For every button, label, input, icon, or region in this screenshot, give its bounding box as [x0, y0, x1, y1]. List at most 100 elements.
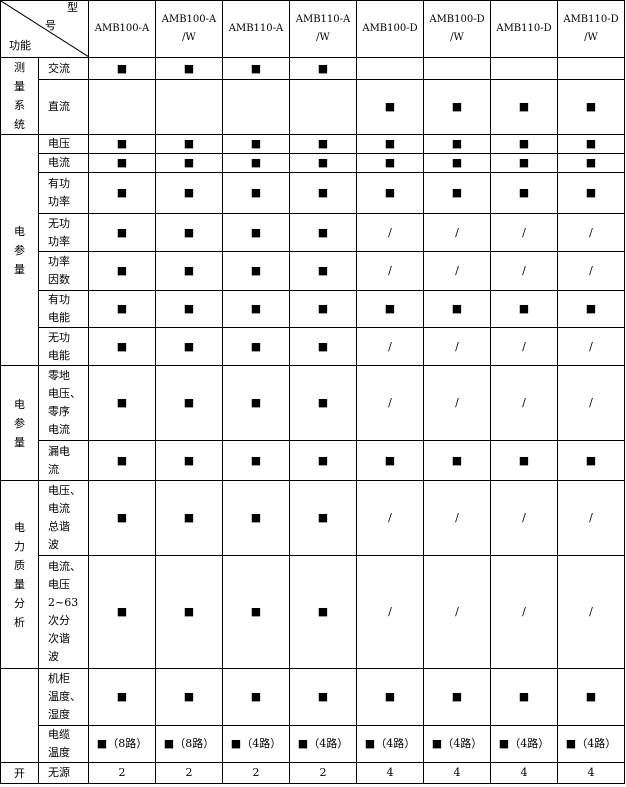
cell: ■ — [423, 290, 491, 328]
cell — [557, 57, 625, 80]
cell: ■ — [88, 57, 156, 80]
cell: ■（4路） — [490, 725, 558, 763]
cell: ■ — [356, 172, 424, 214]
cell: ■（4路） — [557, 725, 625, 763]
cell: 2 — [155, 762, 223, 784]
row: 开无源 2 2 2 2 4 4 4 4 — [0, 762, 625, 784]
item-label: 功率 因数 — [38, 251, 89, 291]
item-label: 有功 功率 — [38, 172, 89, 214]
cell: ■ — [423, 153, 491, 173]
model-header: AMB110-D — [490, 0, 558, 58]
cell: / — [557, 213, 625, 252]
cell: ■ — [490, 172, 558, 214]
cell: / — [423, 251, 491, 291]
cell: ■ — [222, 668, 290, 726]
cell — [289, 79, 357, 135]
cell: 4 — [356, 762, 424, 784]
cell: ■ — [423, 668, 491, 726]
item-label: 无源 — [38, 762, 89, 784]
cell: ■ — [356, 440, 424, 481]
cell: 4 — [423, 762, 491, 784]
cell: ■ — [557, 153, 625, 173]
cell: / — [423, 365, 491, 441]
item-label: 机柜 温度、 湿度 — [38, 668, 89, 726]
cell: ■ — [490, 290, 558, 328]
cell: ■ — [222, 365, 290, 441]
cell: ■ — [88, 213, 156, 252]
item-label: 电流、 电压 2~63 次分 次谐 波 — [38, 555, 89, 669]
cell: ■ — [155, 251, 223, 291]
model-header: AMB110-D /W — [557, 0, 625, 58]
cell: ■ — [155, 290, 223, 328]
row: 无功 电能 ■ ■ ■ ■ / / / / — [1, 327, 625, 366]
cell: / — [356, 480, 424, 556]
row: 直流 ■ ■ ■ ■ — [1, 79, 625, 135]
cell: ■（4路） — [423, 725, 491, 763]
cell: / — [490, 327, 558, 366]
cell: ■ — [155, 57, 223, 80]
cell: ■ — [88, 172, 156, 214]
corner-label: 功能 — [9, 39, 31, 52]
cell: ■ — [289, 134, 357, 154]
cell: / — [490, 555, 558, 669]
cell: ■ — [222, 251, 290, 291]
model-header: AMB100-D — [356, 0, 424, 58]
cell: ■ — [557, 134, 625, 154]
cell: / — [490, 251, 558, 291]
row: 有功 功率 ■ ■ ■ ■ ■ ■ ■ ■ — [1, 172, 625, 214]
cell: ■ — [155, 365, 223, 441]
cell: / — [557, 480, 625, 556]
cell: / — [423, 480, 491, 556]
item-label: 漏电 流 — [38, 440, 89, 481]
cell: 2 — [88, 762, 156, 784]
cell: ■ — [289, 668, 357, 726]
row: 电流 ■ ■ ■ ■ ■ ■ ■ ■ — [1, 153, 625, 173]
cell: / — [356, 555, 424, 669]
cell: ■ — [88, 290, 156, 328]
cell — [222, 79, 290, 135]
cell: ■ — [289, 251, 357, 291]
cell: ■ — [289, 290, 357, 328]
cell: ■ — [88, 251, 156, 291]
cell: ■（4路） — [356, 725, 424, 763]
group-label: 电参量 — [0, 365, 39, 481]
item-label: 电压 — [38, 134, 89, 154]
cell: / — [423, 327, 491, 366]
group-label: 测量系统 — [0, 57, 39, 135]
cell: ■（8路） — [155, 725, 223, 763]
cell: ■ — [222, 440, 290, 481]
cell: ■ — [88, 327, 156, 366]
cell: / — [557, 555, 625, 669]
cell — [155, 79, 223, 135]
cell: / — [356, 327, 424, 366]
cell: ■ — [88, 365, 156, 441]
model-header: AMB110-A /W — [289, 0, 357, 58]
row: 电流、 电压 2~63 次分 次谐 波 ■ ■ ■ ■ / / / / — [1, 555, 625, 669]
row: 电参量 零地 电压、 零序 电流 ■ ■ ■ ■ / / / / — [0, 365, 625, 481]
item-label: 无功 功率 — [38, 213, 89, 252]
cell: ■ — [88, 480, 156, 556]
cell: ■ — [490, 153, 558, 173]
row: 电缆 温度 ■（8路） ■（8路） ■（4路） ■（4路） ■（4路） ■（4路） ■（4路）… — [1, 725, 625, 763]
row: 有功 电能 ■ ■ ■ ■ ■ ■ ■ ■ — [1, 290, 625, 328]
cell: ■ — [222, 290, 290, 328]
cell: / — [423, 555, 491, 669]
cell: ■ — [222, 213, 290, 252]
model-header: AMB100-A — [88, 0, 156, 58]
cell: ■ — [356, 134, 424, 154]
cell: ■ — [289, 365, 357, 441]
cell: ■ — [557, 79, 625, 135]
group-label: 电参量 — [0, 134, 39, 366]
cell: ■ — [155, 153, 223, 173]
cell: ■ — [222, 555, 290, 669]
row: 测量系统 交流 ■ ■ ■ ■ — [0, 57, 625, 135]
cell: / — [423, 213, 491, 252]
cell: ■ — [155, 134, 223, 154]
cell: ■ — [222, 327, 290, 366]
cell: ■ — [490, 440, 558, 481]
model-header: AMB100-A /W — [155, 0, 223, 58]
corner-label: 号 — [45, 19, 56, 32]
item-label: 电流 — [38, 153, 89, 173]
